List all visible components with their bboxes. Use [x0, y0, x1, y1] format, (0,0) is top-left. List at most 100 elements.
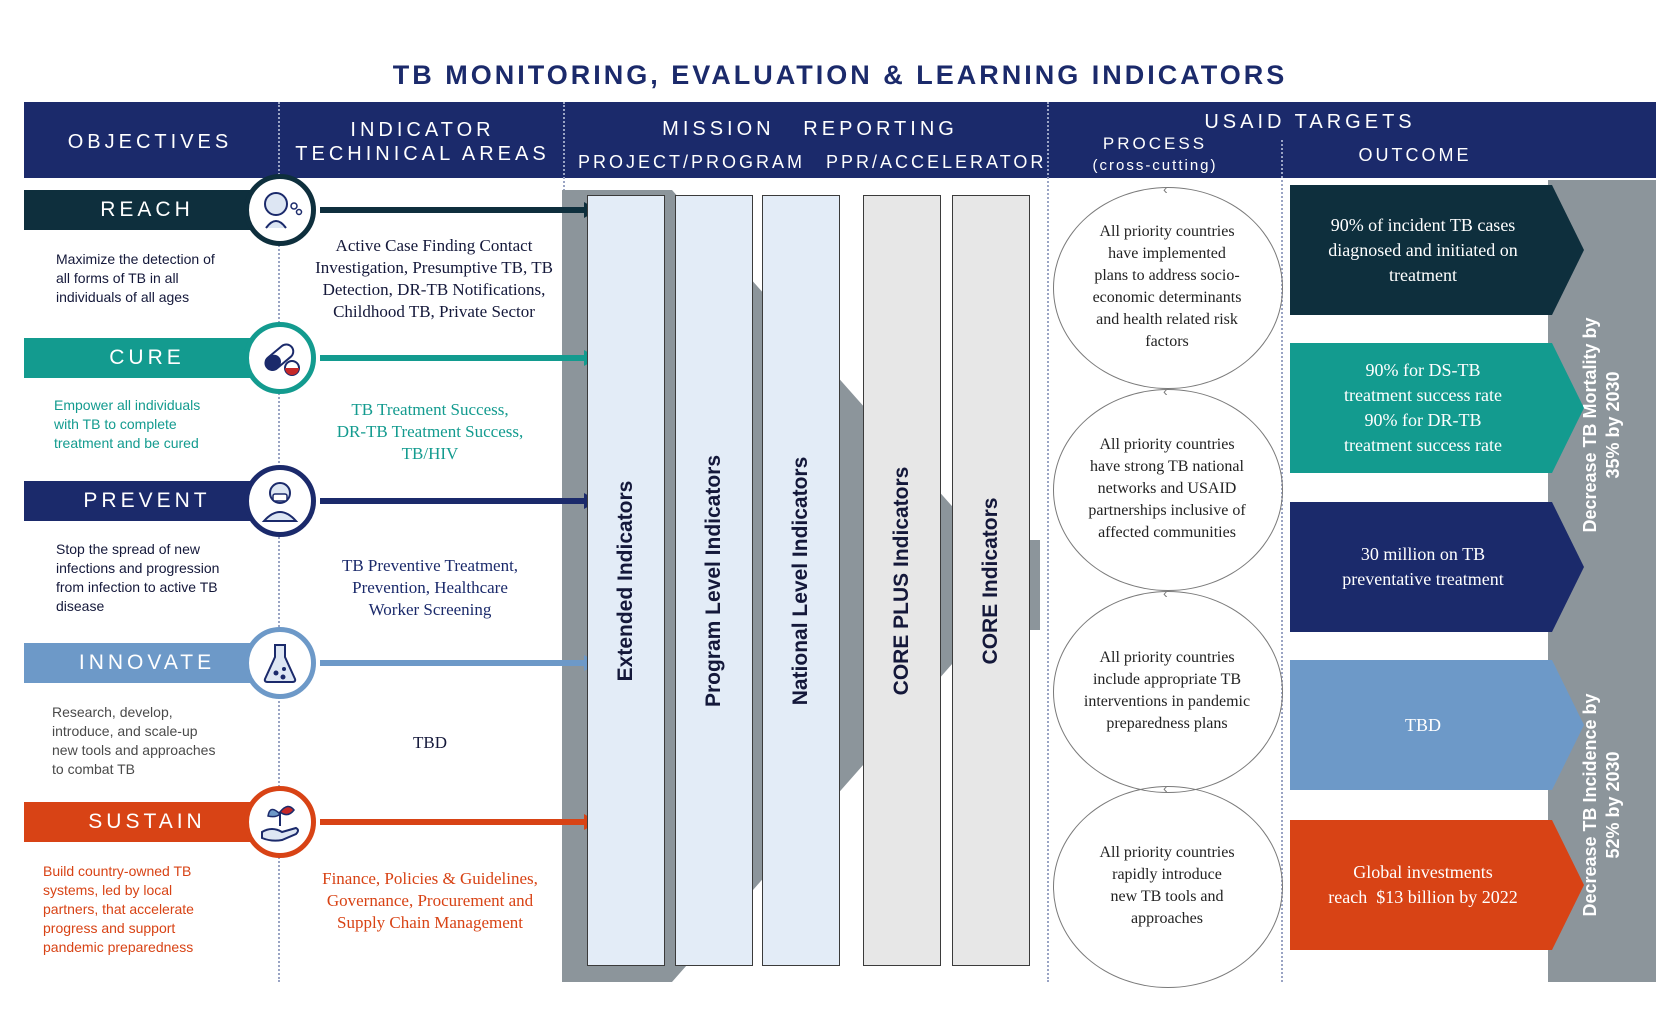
description-line: partners, that accelerate: [43, 901, 194, 917]
technical-area-innovate: TBD: [300, 732, 560, 754]
description-line: new tools and approaches: [52, 742, 216, 758]
objective-band-cure: [24, 338, 270, 378]
objective-description-prevent: Stop the spread of new infections and pro…: [56, 540, 256, 616]
objective-band-prevent: [24, 481, 270, 521]
cycle-arrow-icon: ‹: [1163, 181, 1168, 197]
process-line: economic determinants: [1092, 289, 1242, 306]
outcome-line: Global investments: [1353, 862, 1493, 882]
indicator-label: National Level Indicators: [789, 456, 812, 705]
cycle-arrow-icon: ‹: [1163, 383, 1168, 399]
indicator-label: CORE Indicators: [979, 497, 1002, 664]
technical-area-line: TBD: [413, 733, 447, 752]
header-project-program: PROJECT/PROGRAM: [578, 152, 806, 172]
column-divider: [1281, 140, 1283, 982]
indicator-column-3: National Level Indicators: [762, 195, 840, 966]
description-line: progress and support: [43, 920, 176, 936]
process-line: have strong TB national: [1090, 458, 1244, 475]
objective-label-cure: CURE: [109, 346, 185, 369]
description-line: with TB to complete: [54, 416, 177, 432]
process-line: All priority countries: [1099, 649, 1235, 666]
technical-area-line: Detection, DR-TB Notifications,: [322, 280, 546, 299]
capsule-pill-icon: [244, 322, 316, 394]
indicator-column-5: CORE Indicators: [952, 195, 1030, 966]
technical-area-line: Governance, Procurement and: [326, 891, 534, 910]
outcome-text: TBD: [1290, 713, 1556, 738]
process-cycle-oval: [1053, 187, 1283, 389]
outcome-text: 30 million on TB preventative treatment: [1290, 542, 1556, 592]
column-divider: [1047, 102, 1049, 982]
header-mission-reporting: MISSION REPORTING: [662, 118, 958, 140]
process-cycle-oval: [1053, 786, 1283, 988]
process-line: plans to address socio-: [1094, 267, 1240, 284]
outcome-text: Global investments reach $13 billion by 2…: [1290, 860, 1556, 910]
indicator-label: CORE PLUS Indicators: [890, 466, 913, 695]
lab-flask-icon: [244, 627, 316, 699]
objective-description-reach: Maximize the detection of all forms of TB…: [56, 250, 256, 307]
indicator-column-4: CORE PLUS Indicators: [863, 195, 941, 966]
description-line: treatment and be cured: [54, 435, 199, 451]
process-text: All priority countries have strong TB nat…: [1058, 434, 1276, 544]
outcome-box-prevent: [1290, 502, 1584, 632]
cycle-arrow-icon: ‹: [1163, 585, 1168, 601]
outcome-line: reach $13 billion by 2022: [1328, 887, 1518, 907]
mortality-target-line: 35% by 2030: [1603, 371, 1623, 479]
objective-description-cure: Empower all individuals with TB to comple…: [54, 396, 254, 453]
hand-plant-icon: [244, 786, 316, 858]
outcome-text: 90% of incident TB cases diagnosed and in…: [1290, 213, 1556, 288]
description-line: systems, led by local: [43, 882, 173, 898]
header-outcome: OUTCOME: [1358, 145, 1472, 165]
outcome-box-sustain: [1290, 820, 1584, 950]
process-cycle-oval: [1053, 389, 1283, 591]
cough-person-icon: [244, 174, 316, 246]
description-line: to combat TB: [52, 761, 136, 777]
header-process-sub: (cross-cutting): [1092, 157, 1218, 174]
process-line: rapidly introduce: [1112, 866, 1222, 883]
description-line: Research, develop,: [52, 704, 173, 720]
description-line: Build country-owned TB: [43, 863, 192, 879]
process-text: All priority countries rapidly introduce n…: [1058, 842, 1276, 930]
process-line: approaches: [1131, 910, 1203, 927]
description-line: infections and progression: [56, 560, 220, 576]
outcome-line: 90% of incident TB cases: [1330, 214, 1516, 235]
process-line: All priority countries: [1099, 436, 1235, 453]
outcome-box-cure: [1290, 343, 1584, 473]
health-worker-mask-icon: [244, 465, 316, 537]
incidence-target-line: 52% by 2030: [1603, 751, 1623, 859]
description-line: disease: [56, 598, 105, 614]
description-line: Empower all individuals: [54, 397, 201, 413]
outcome-box-innovate: [1290, 660, 1584, 790]
process-line: All priority countries: [1099, 223, 1235, 240]
outcome-line: 90% for DR-TB: [1364, 410, 1482, 430]
process-line: and health related risk: [1096, 311, 1238, 328]
outcome-line: treatment success rate: [1344, 435, 1502, 455]
objective-description-sustain: Build country-owned TB systems, led by lo…: [43, 862, 243, 957]
technical-area-line: DR-TB Treatment Success,: [336, 422, 524, 441]
header-ppr-accelerator: PPR/ACCELERATOR: [826, 152, 1047, 172]
cycle-arrow-icon: ‹: [1163, 780, 1168, 796]
objective-connector-prevent: [320, 498, 584, 504]
technical-area-line: Finance, Policies & Guidelines,: [322, 869, 538, 888]
outcome-line: treatment: [1389, 264, 1457, 285]
outcome-line: TBD: [1405, 714, 1441, 735]
description-line: individuals of all ages: [56, 289, 190, 305]
technical-area-cure: TB Treatment Success, DR-TB Treatment Suc…: [300, 399, 560, 465]
process-text: All priority countries include appropriat…: [1058, 647, 1276, 735]
objective-label-reach: REACH: [100, 198, 194, 221]
technical-area-line: Active Case Finding Contact: [335, 236, 533, 255]
indicator-label: Extended Indicators: [614, 480, 637, 681]
process-line: preparedness plans: [1106, 715, 1228, 732]
objective-label-prevent: PREVENT: [83, 489, 211, 512]
process-line: have implemented: [1108, 245, 1226, 262]
indicator-label: Program Level Indicators: [702, 454, 725, 707]
technical-area-line: TB/HIV: [401, 444, 459, 463]
header-objectives: OBJECTIVES: [67, 131, 233, 153]
column-divider: [278, 102, 280, 982]
outcome-line: 90% for DS-TB: [1365, 360, 1481, 380]
page-title: TB MONITORING, EVALUATION & LEARNING IND…: [392, 60, 1288, 90]
description-line: introduce, and scale-up: [52, 723, 198, 739]
technical-area-reach: Active Case Finding Contact Investigation…: [304, 235, 564, 323]
process-line: factors: [1145, 333, 1189, 350]
process-line: partnerships inclusive of: [1088, 502, 1246, 519]
header-bar: [24, 102, 1656, 178]
process-text: All priority countries have implemented pl…: [1058, 221, 1276, 353]
